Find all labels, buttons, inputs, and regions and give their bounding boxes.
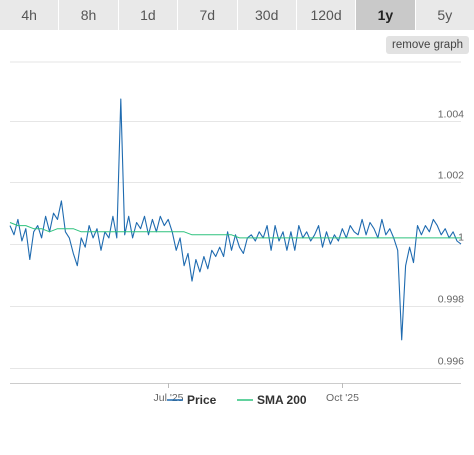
time-range-selector: 4h 8h 1d 7d 30d 120d 1y 5y — [0, 0, 474, 30]
x-tick-label: Jul '25 — [153, 392, 183, 404]
y-tick-label: 0.996 — [438, 356, 464, 368]
legend-label: SMA 200 — [257, 393, 307, 407]
range-button-30d[interactable]: 30d — [237, 0, 297, 30]
y-tick-label: 1 — [458, 232, 464, 244]
y-tick-label: 1.004 — [438, 109, 464, 121]
range-button-8h[interactable]: 8h — [59, 0, 119, 30]
remove-graph-button[interactable]: remove graph — [386, 36, 469, 54]
legend-label: Price — [187, 393, 217, 407]
series-lines — [9, 98, 462, 341]
range-button-1y[interactable]: 1y — [356, 0, 416, 30]
x-axis: Jul '25 Oct '25 — [10, 383, 461, 404]
range-button-4h[interactable]: 4h — [0, 0, 60, 30]
range-button-1d[interactable]: 1d — [118, 0, 179, 30]
series-line-price — [9, 98, 462, 341]
y-axis-labels: 1.004 1.002 1 0.998 0.996 — [438, 109, 464, 368]
legend: Price SMA 200 — [167, 393, 307, 407]
x-tick-label: Oct '25 — [326, 392, 359, 404]
series-line-sma-200 — [9, 222, 461, 239]
y-tick-label: 1.002 — [438, 170, 464, 182]
range-button-120d[interactable]: 120d — [296, 0, 357, 30]
range-button-7d[interactable]: 7d — [178, 0, 238, 30]
legend-item-price[interactable]: Price — [167, 393, 217, 407]
range-button-5y[interactable]: 5y — [415, 0, 474, 30]
grid-lines — [10, 61, 461, 369]
legend-item-sma-200[interactable]: SMA 200 — [237, 393, 307, 407]
y-tick-label: 0.998 — [438, 294, 464, 306]
